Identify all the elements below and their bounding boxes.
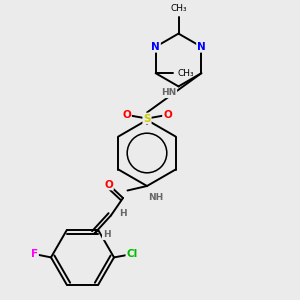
Text: F: F (31, 249, 38, 260)
Text: N: N (197, 42, 206, 52)
Text: H: H (119, 209, 127, 218)
Text: NH: NH (148, 193, 164, 202)
Text: Cl: Cl (126, 249, 138, 260)
Text: S: S (143, 113, 151, 124)
Text: O: O (122, 110, 131, 120)
Text: CH₃: CH₃ (178, 69, 194, 78)
Text: O: O (163, 110, 172, 120)
Text: CH₃: CH₃ (170, 4, 187, 13)
Text: HN: HN (161, 88, 176, 97)
Text: O: O (104, 179, 113, 190)
Text: H: H (103, 230, 110, 239)
Text: N: N (151, 42, 160, 52)
